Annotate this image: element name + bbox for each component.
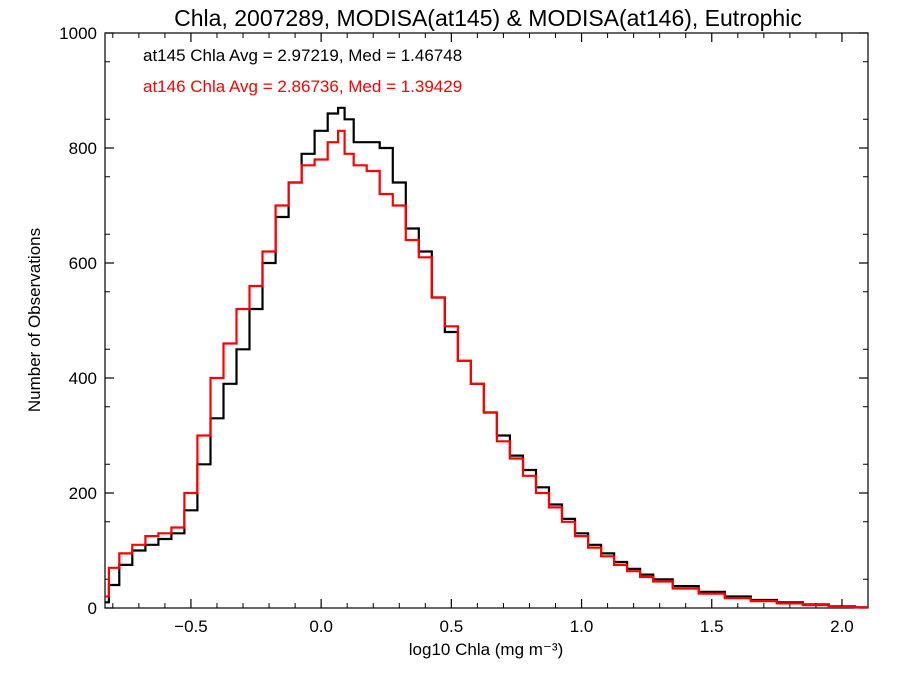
series-1-line: [105, 129, 868, 609]
x-tick-label: −0.5: [174, 617, 208, 636]
y-tick-label: 800: [69, 139, 97, 158]
x-axis-label: log10 Chla (mg m⁻³): [409, 640, 563, 659]
x-tick-label: 1.5: [700, 617, 724, 636]
x-axis: −0.5 0.0 0.5 1.0 1.5 2.0: [112, 33, 854, 636]
stat-line-at146: at146 Chla Avg = 2.86736, Med = 1.39429: [143, 77, 462, 96]
y-tick-label: 600: [69, 254, 97, 273]
series-layer: [105, 106, 868, 609]
x-tick-label: 0.0: [309, 617, 333, 636]
x-tick-label: 1.0: [570, 617, 594, 636]
stat-line-at145: at145 Chla Avg = 2.97219, Med = 1.46748: [143, 46, 462, 65]
x-tick-label: 0.5: [440, 617, 464, 636]
chart-title: Chla, 2007289, MODISA(at145) & MODISA(at…: [174, 5, 802, 31]
y-axis: 0 200 400 600 800 1000: [59, 24, 868, 618]
y-tick-label: 0: [88, 599, 97, 618]
y-tick-label: 400: [69, 369, 97, 388]
x-tick-label: 2.0: [830, 617, 854, 636]
y-tick-label: 200: [69, 484, 97, 503]
y-axis-label: Number of Observations: [25, 228, 44, 412]
plot-frame: [104, 32, 869, 609]
series-0-line: [105, 106, 868, 609]
y-tick-label: 1000: [59, 24, 97, 43]
